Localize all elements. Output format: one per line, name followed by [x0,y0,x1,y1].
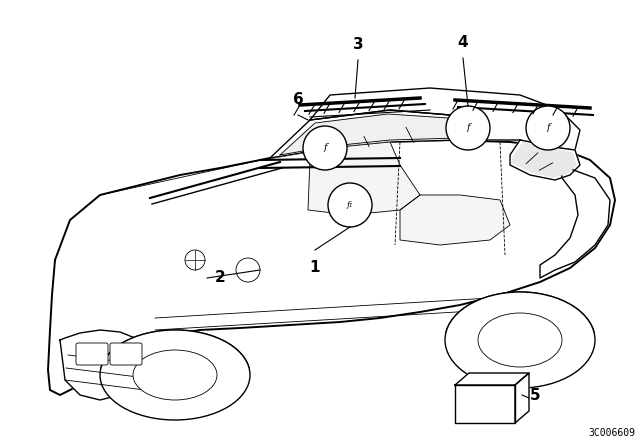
Text: f: f [546,124,550,133]
Ellipse shape [133,350,217,400]
Polygon shape [540,165,610,278]
Text: f₁: f₁ [347,201,353,209]
Circle shape [446,106,490,150]
Text: 3C006609: 3C006609 [589,428,636,438]
Polygon shape [308,142,420,215]
FancyBboxPatch shape [110,343,142,365]
Circle shape [303,126,347,170]
FancyBboxPatch shape [76,343,108,365]
Polygon shape [515,373,529,423]
Polygon shape [400,195,510,245]
Text: 1: 1 [310,260,320,275]
Text: 6: 6 [292,92,303,107]
Circle shape [185,250,205,270]
Polygon shape [510,140,580,180]
Text: f: f [466,124,470,133]
Polygon shape [455,373,529,385]
Polygon shape [48,140,615,395]
Ellipse shape [445,292,595,388]
Text: 2: 2 [215,271,226,285]
Polygon shape [513,143,576,177]
Circle shape [328,183,372,227]
Polygon shape [60,330,155,400]
Ellipse shape [478,313,562,367]
Polygon shape [270,110,460,158]
Text: 5: 5 [530,388,541,402]
Polygon shape [310,88,580,150]
Text: f: f [323,143,327,152]
Polygon shape [280,114,458,155]
Polygon shape [455,385,515,423]
Circle shape [236,258,260,282]
Circle shape [526,106,570,150]
Text: 3: 3 [353,37,364,52]
Text: 4: 4 [458,35,468,50]
Ellipse shape [100,330,250,420]
